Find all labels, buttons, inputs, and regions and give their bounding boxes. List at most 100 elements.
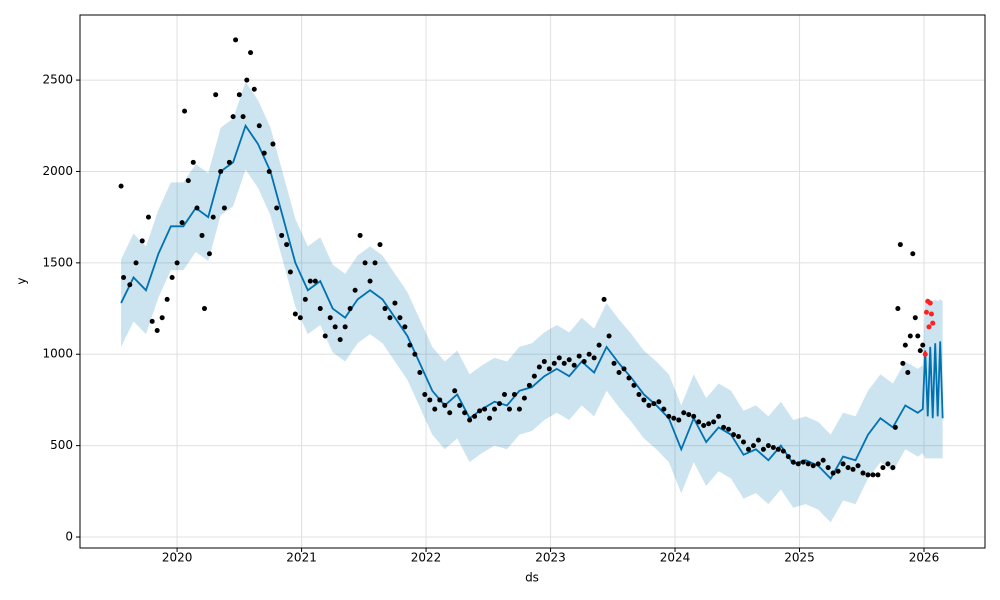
observed-point (412, 351, 418, 357)
observed-point (546, 366, 552, 372)
observed-point (233, 37, 239, 43)
observed-point (561, 360, 567, 366)
observed-point (656, 399, 662, 405)
observed-point (917, 348, 923, 354)
observed-point (274, 205, 280, 211)
observed-point (815, 461, 821, 467)
observed-point (244, 77, 250, 83)
observed-point (706, 421, 712, 427)
x-tick-label: 2024 (660, 551, 691, 565)
observed-point (621, 366, 627, 372)
y-tick-label: 1500 (42, 255, 73, 269)
forecast-line (120, 123, 944, 481)
observed-point (900, 360, 906, 366)
observed-point (611, 360, 617, 366)
future-point (930, 320, 936, 326)
observed-point (666, 413, 672, 419)
observed-point (149, 318, 155, 324)
observed-point (206, 251, 212, 257)
observed-point (686, 412, 692, 418)
observed-point (457, 402, 463, 408)
observed-point (586, 351, 592, 357)
observed-point (392, 300, 398, 306)
observed-point (726, 426, 732, 432)
observed-point (362, 260, 368, 266)
observed-point (721, 424, 727, 430)
observed-point (248, 50, 254, 56)
observed-point (912, 315, 918, 321)
observed-point (261, 150, 267, 156)
observed-point (347, 306, 353, 312)
observed-point (521, 395, 527, 401)
observed-point (437, 397, 443, 403)
observed-point (631, 382, 637, 388)
observed-point (397, 315, 403, 321)
observed-point (526, 382, 532, 388)
observed-point (452, 388, 458, 394)
y-tick-label: 2000 (42, 164, 73, 178)
observed-point (342, 324, 348, 330)
observed-point (133, 260, 139, 266)
observed-point (185, 178, 191, 184)
observed-point (307, 278, 313, 284)
x-tick-label: 2023 (535, 551, 566, 565)
observed-point (377, 242, 383, 248)
observed-point (750, 443, 756, 449)
observed-point (312, 278, 318, 284)
x-tick-label: 2026 (909, 551, 940, 565)
observed-point (317, 306, 323, 312)
observed-point (531, 373, 537, 379)
observed-point (800, 459, 806, 465)
observed-point (902, 342, 908, 348)
observed-point (681, 410, 687, 416)
observed-point (127, 282, 133, 288)
observed-point (880, 465, 886, 471)
observed-point (251, 86, 257, 92)
observed-point (121, 274, 127, 280)
observed-point (169, 274, 175, 280)
observed-point (895, 306, 901, 312)
observed-point (201, 306, 207, 312)
observed-point (482, 406, 488, 412)
observed-point (179, 220, 185, 226)
future-point (922, 351, 928, 357)
observed-point (551, 360, 557, 366)
observed-point (892, 424, 898, 430)
observed-point (875, 472, 881, 478)
observed-point (905, 370, 911, 376)
x-tick-label: 2020 (162, 551, 193, 565)
observed-point (337, 337, 343, 343)
observed-point (606, 333, 612, 339)
observed-point (357, 232, 363, 238)
observed-point (516, 406, 522, 412)
observed-point (696, 419, 702, 425)
uncertainty-band (121, 81, 943, 523)
observed-point (154, 327, 160, 333)
future-point (927, 300, 933, 306)
x-tick-label: 2025 (784, 551, 815, 565)
observed-point (174, 260, 180, 266)
observed-point (492, 406, 498, 412)
y-tick-label: 0 (65, 530, 73, 544)
observed-point (472, 413, 478, 419)
observed-point (402, 324, 408, 330)
y-axis-label: y (15, 277, 29, 284)
observed-point (770, 444, 776, 450)
observed-point (292, 311, 298, 317)
observed-point (691, 413, 697, 419)
observed-point (571, 362, 577, 368)
observed-point (810, 463, 816, 469)
observed-point (501, 391, 507, 397)
observed-point (855, 463, 861, 469)
observed-point (626, 375, 632, 381)
observed-point (427, 397, 433, 403)
observed-point (226, 159, 232, 165)
future-point (923, 309, 929, 315)
future-point (928, 311, 934, 317)
observed-point (910, 251, 916, 257)
observed-point (711, 419, 717, 425)
observed-point (511, 391, 517, 397)
observed-point (676, 417, 682, 423)
observed-point (795, 461, 801, 467)
